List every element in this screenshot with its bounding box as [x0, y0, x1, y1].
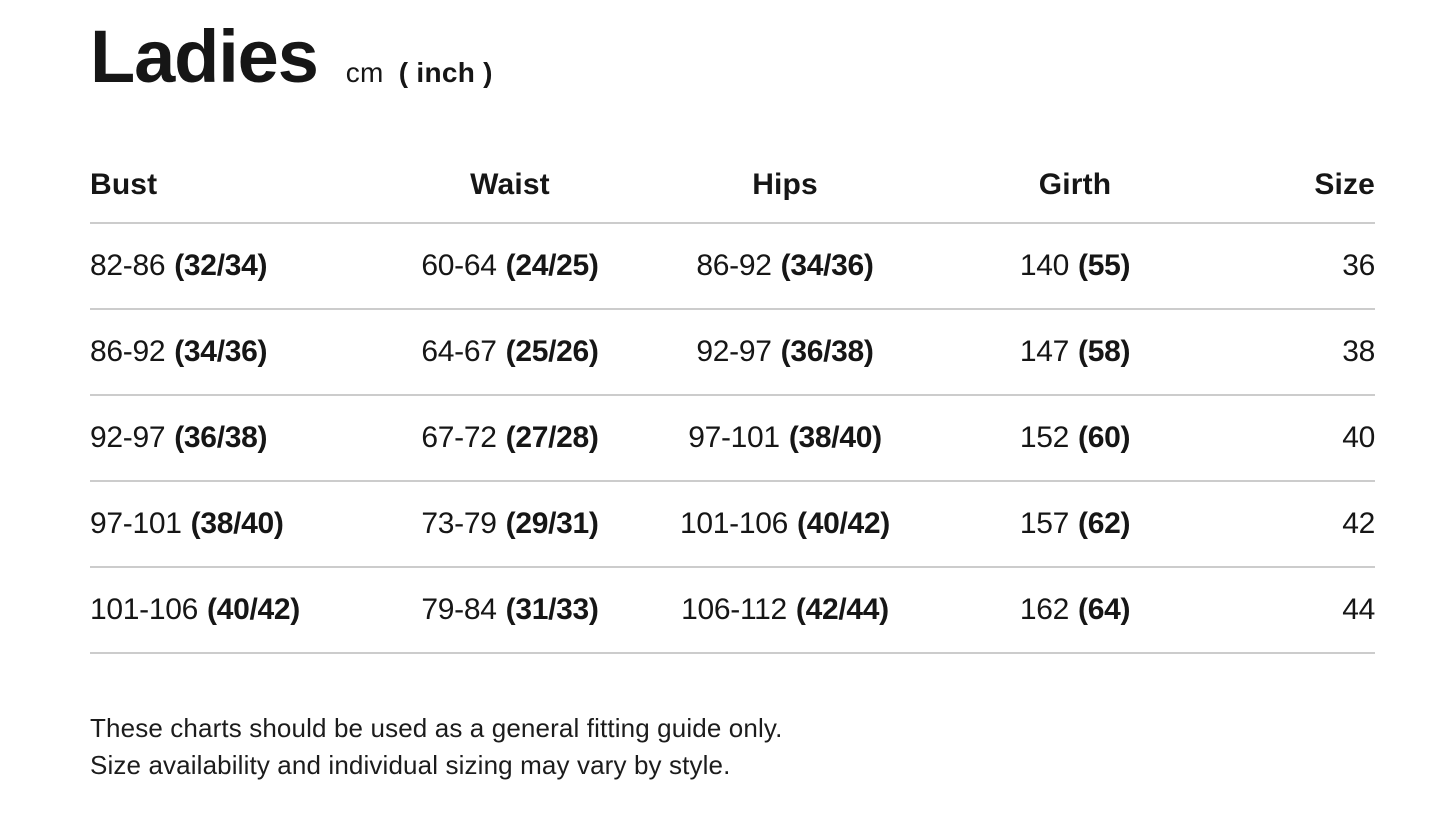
size-value: 44: [1342, 593, 1375, 626]
waist-cm-value: 64-67: [421, 335, 497, 368]
cell-hips: 92-97 (36/38): [620, 335, 950, 369]
cell-hips: 97-101 (38/40): [620, 421, 950, 455]
cell-waist: 79-84 (31/33): [400, 593, 620, 627]
girth-cm-value: 147: [1019, 335, 1069, 368]
girth-inch-value: (55): [1078, 249, 1131, 282]
cell-bust: 97-101 (38/40): [90, 507, 400, 541]
hips-inch-value: (42/44): [795, 593, 889, 626]
column-header-size: Size: [1314, 168, 1375, 201]
cell-hips: 106-112 (42/44): [620, 593, 950, 627]
girth-inch-value: (58): [1078, 335, 1131, 368]
bust-inch-value: (38/40): [190, 507, 284, 540]
girth-cm-value: 140: [1019, 249, 1069, 282]
waist-inch-value: (31/33): [505, 593, 599, 626]
cell-size: 40: [1200, 421, 1375, 455]
unit-inch-label: ( inch ): [398, 57, 493, 88]
hips-inch-value: (36/38): [780, 335, 874, 368]
hips-cm-value: 97-101: [688, 421, 780, 454]
waist-inch-value: (27/28): [505, 421, 599, 454]
column-header-waist: Waist: [470, 168, 550, 201]
table-row: 86-92 (34/36) 64-67 (25/26) 92-97 (36/38…: [90, 310, 1375, 396]
cell-hips: 101-106 (40/42): [620, 507, 950, 541]
girth-inch-value: (60): [1078, 421, 1131, 454]
girth-inch-value: (62): [1078, 507, 1131, 540]
cell-bust: 101-106 (40/42): [90, 593, 400, 627]
column-header-girth: Girth: [1038, 168, 1112, 201]
cell-waist: 60-64 (24/25): [400, 249, 620, 283]
bust-inch-value: (36/38): [174, 421, 268, 454]
waist-inch-value: (25/26): [505, 335, 599, 368]
size-value: 38: [1342, 335, 1375, 368]
table-row: 97-101 (38/40) 73-79 (29/31) 101-106 (40…: [90, 482, 1375, 568]
girth-cm-value: 152: [1019, 421, 1069, 454]
size-chart-page: Ladies cm ( inch ) Bust Waist Hips Girth…: [90, 20, 1375, 784]
waist-cm-value: 60-64: [421, 249, 497, 282]
waist-inch-value: (29/31): [505, 507, 599, 540]
hips-cm-value: 106-112: [681, 593, 787, 626]
bust-inch-value: (34/36): [174, 335, 268, 368]
cell-waist: 64-67 (25/26): [400, 335, 620, 369]
bust-inch-value: (40/42): [207, 593, 300, 626]
cell-waist: 67-72 (27/28): [400, 421, 620, 455]
cell-bust: 92-97 (36/38): [90, 421, 400, 455]
page-header: Ladies cm ( inch ): [90, 20, 1375, 120]
cell-size: 38: [1200, 335, 1375, 369]
cell-bust: 86-92 (34/36): [90, 335, 400, 369]
units-label: cm ( inch ): [346, 57, 493, 89]
bust-cm-value: 82-86: [90, 249, 166, 282]
column-header-hips: Hips: [752, 168, 818, 201]
hips-inch-value: (34/36): [780, 249, 874, 282]
size-value: 36: [1342, 249, 1375, 282]
girth-cm-value: 162: [1019, 593, 1069, 626]
hips-cm-value: 92-97: [696, 335, 772, 368]
hips-cm-value: 86-92: [696, 249, 772, 282]
waist-cm-value: 73-79: [421, 507, 497, 540]
cell-waist: 73-79 (29/31): [400, 507, 620, 541]
table-row: 82-86 (32/34) 60-64 (24/25) 86-92 (34/36…: [90, 224, 1375, 310]
unit-cm-label: cm: [345, 57, 384, 88]
cell-size: 44: [1200, 593, 1375, 627]
hips-inch-value: (38/40): [788, 421, 882, 454]
disclaimer-line-2: Size availability and individual sizing …: [90, 750, 731, 780]
table-row: 92-97 (36/38) 67-72 (27/28) 97-101 (38/4…: [90, 396, 1375, 482]
page-title: Ladies: [90, 15, 319, 98]
size-value: 42: [1342, 507, 1375, 540]
cell-girth: 157 (62): [950, 507, 1200, 541]
bust-cm-value: 92-97: [90, 421, 166, 454]
column-header-bust: Bust: [90, 168, 158, 201]
hips-cm-value: 101-106: [680, 507, 789, 540]
bust-cm-value: 86-92: [90, 335, 166, 368]
bust-cm-value: 101-106: [90, 593, 198, 626]
table-row: 101-106 (40/42) 79-84 (31/33) 106-112 (4…: [90, 568, 1375, 654]
cell-girth: 152 (60): [950, 421, 1200, 455]
girth-cm-value: 157: [1019, 507, 1069, 540]
bust-cm-value: 97-101: [90, 507, 182, 540]
waist-cm-value: 79-84: [421, 593, 497, 626]
cell-girth: 162 (64): [950, 593, 1200, 627]
disclaimer-line-1: These charts should be used as a general…: [90, 713, 783, 743]
cell-bust: 82-86 (32/34): [90, 249, 400, 283]
hips-inch-value: (40/42): [797, 507, 890, 540]
waist-inch-value: (24/25): [505, 249, 599, 282]
size-table: Bust Waist Hips Girth Size 82-86 (32/34)…: [90, 148, 1375, 654]
girth-inch-value: (64): [1078, 593, 1131, 626]
waist-cm-value: 67-72: [421, 421, 497, 454]
bust-inch-value: (32/34): [174, 249, 268, 282]
disclaimer: These charts should be used as a general…: [90, 710, 1375, 784]
cell-hips: 86-92 (34/36): [620, 249, 950, 283]
cell-size: 42: [1200, 507, 1375, 541]
cell-size: 36: [1200, 249, 1375, 283]
table-header-row: Bust Waist Hips Girth Size: [90, 148, 1375, 224]
cell-girth: 140 (55): [950, 249, 1200, 283]
size-value: 40: [1342, 421, 1375, 454]
cell-girth: 147 (58): [950, 335, 1200, 369]
